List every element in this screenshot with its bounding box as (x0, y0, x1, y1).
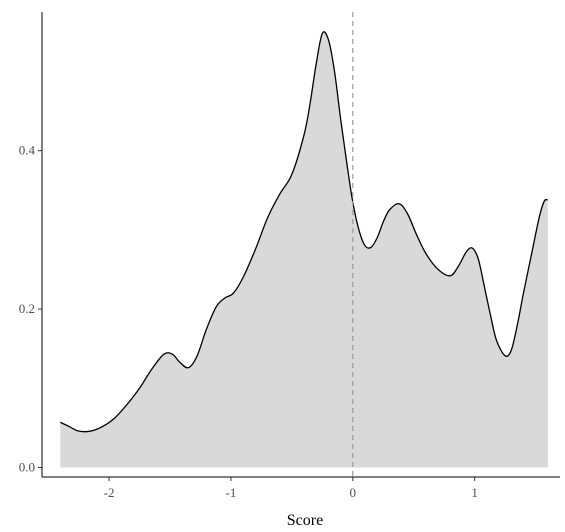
x-tick-label: 1 (471, 485, 478, 500)
plot-area (60, 12, 549, 477)
x-axis-title: Score (287, 512, 323, 529)
density-area-fill (60, 31, 548, 468)
x-tick-label: -2 (104, 485, 115, 500)
density-curve (60, 31, 549, 433)
x-tick-label: -1 (225, 485, 236, 500)
y-tick-label: 0.0 (19, 459, 35, 474)
y-tick-label: 0.4 (19, 143, 36, 158)
x-tick-label: 0 (350, 485, 357, 500)
axis-ticks: -2 -1 0 1 0.0 0.2 0.4 (19, 143, 478, 500)
y-tick-label: 0.2 (19, 301, 35, 316)
